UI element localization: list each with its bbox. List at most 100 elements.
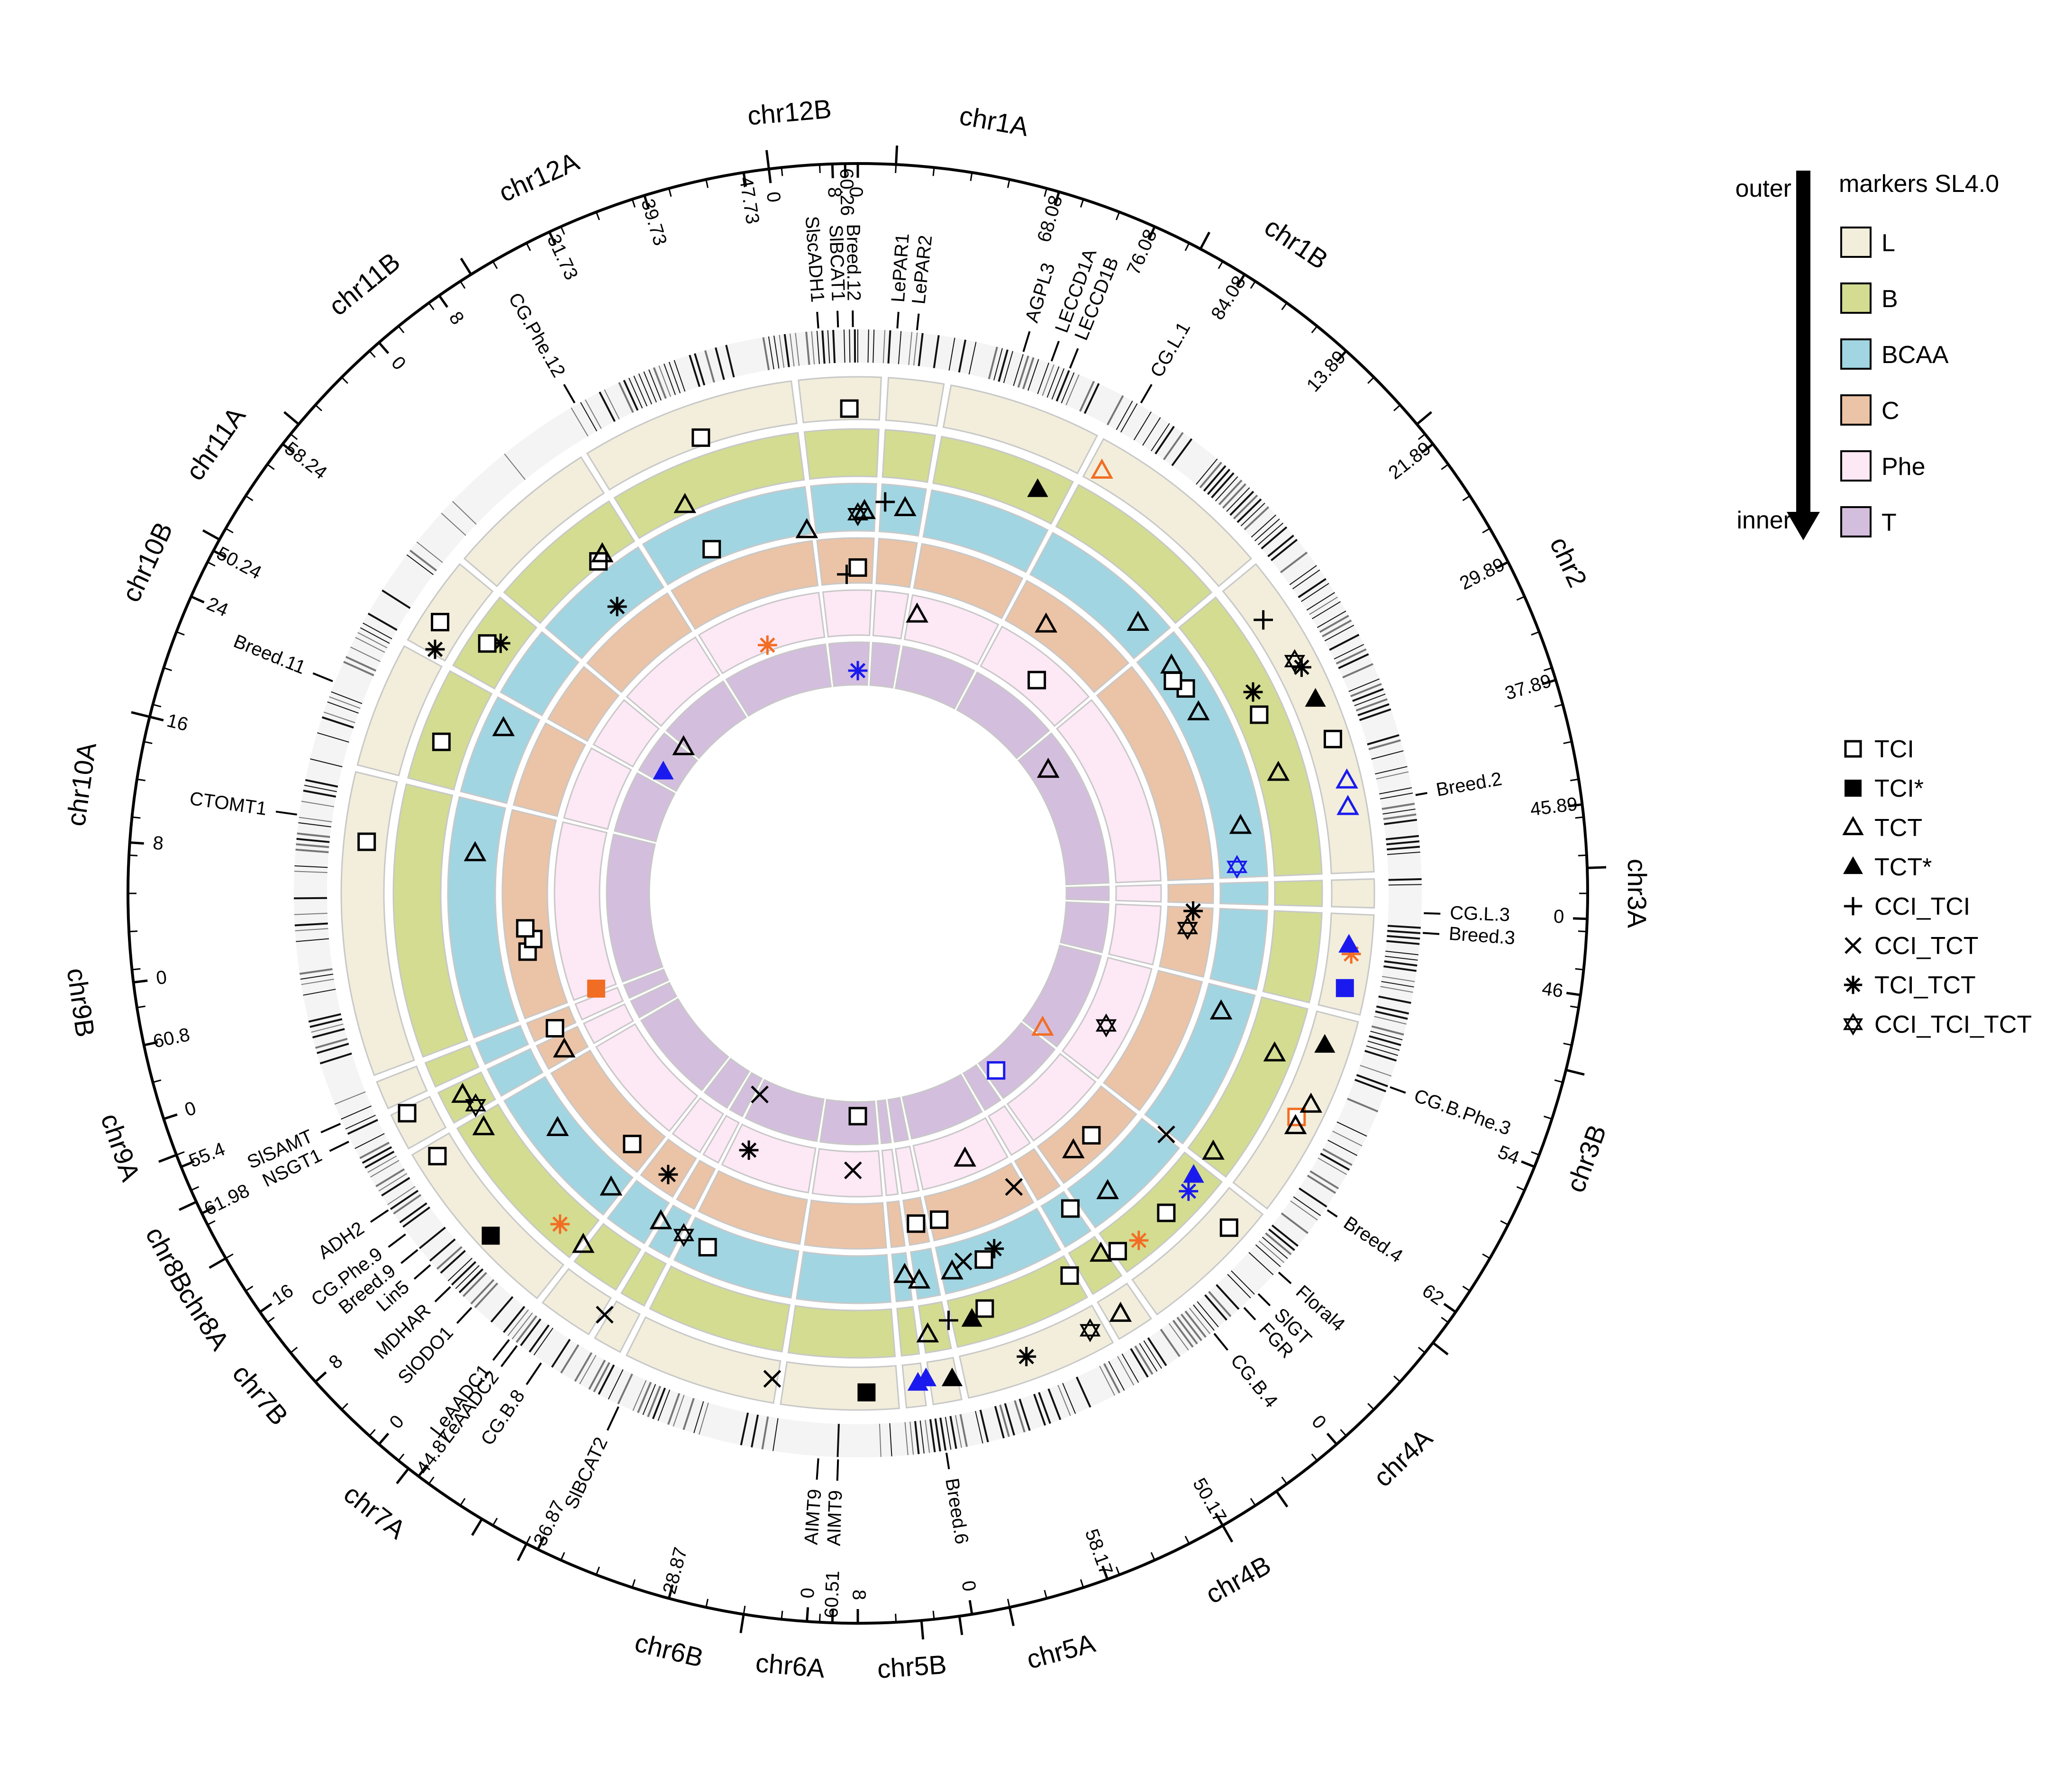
tick-label: 68.08	[1034, 193, 1067, 244]
density-line	[1075, 1376, 1091, 1408]
chromosome-boundary	[1565, 1069, 1585, 1076]
minor-tick	[1367, 376, 1375, 384]
density-line	[533, 1328, 554, 1355]
tick-label: 0	[763, 191, 784, 203]
track-L-segment	[463, 456, 605, 587]
track-B-segment	[882, 429, 936, 483]
marker-square	[357, 832, 376, 851]
gene-label: CG.L.1	[1146, 318, 1194, 381]
axis-tick	[438, 295, 448, 308]
legend-swatch-B	[1840, 282, 1872, 314]
track-BCAA-segment	[1219, 881, 1269, 906]
track-B-segment	[1055, 483, 1213, 624]
track-C-segment	[1096, 665, 1214, 882]
tick-label: 0	[846, 187, 867, 197]
chromosome-boundary	[739, 1614, 745, 1633]
marker-triangle-filled	[1314, 1034, 1336, 1053]
density-line	[1329, 634, 1360, 651]
density-line	[1384, 960, 1418, 967]
density-line	[305, 779, 338, 788]
density-line	[1216, 1284, 1240, 1310]
density-line	[1261, 526, 1288, 550]
track-B-segment	[932, 436, 1074, 525]
track-BCAA-segment	[475, 1025, 529, 1065]
density-line	[367, 612, 398, 631]
density-line	[321, 716, 354, 729]
density-line	[1388, 878, 1422, 881]
density-line	[1154, 426, 1175, 455]
minor-tick	[1482, 528, 1491, 534]
track-BCAA-segment	[1029, 532, 1171, 660]
density-line	[1366, 1045, 1399, 1056]
chromosome-label: chr3B	[1560, 1121, 1612, 1196]
density-line	[452, 500, 477, 525]
density-line	[652, 1387, 666, 1419]
density-line	[447, 1257, 473, 1282]
density-line	[1370, 1030, 1403, 1040]
track-L-segment	[798, 376, 882, 424]
marker-triangle	[954, 1146, 976, 1167]
minor-tick	[459, 281, 466, 289]
density-line	[994, 1406, 1005, 1438]
density-line	[458, 1268, 484, 1293]
density-line	[1387, 935, 1420, 940]
marker-triangle	[906, 602, 928, 623]
density-line	[343, 661, 374, 676]
density-line	[1380, 986, 1413, 993]
density-line	[879, 1424, 882, 1457]
density-line	[1376, 771, 1409, 780]
track-C-segment	[586, 592, 693, 693]
density-line	[1236, 498, 1262, 523]
gene-leader-line	[945, 1452, 950, 1470]
density-line	[934, 1418, 941, 1452]
density-line	[1271, 1224, 1299, 1247]
axis-tick	[831, 164, 834, 179]
minor-tick	[1150, 1552, 1155, 1561]
minor-tick	[1281, 302, 1288, 310]
axis-tick	[1443, 1303, 1456, 1313]
track-B-segment	[1178, 596, 1323, 877]
track-T-segment	[703, 1057, 750, 1109]
density-line	[1017, 355, 1029, 388]
track-Phe-segment	[912, 1117, 1009, 1191]
track-T-segment	[623, 968, 669, 999]
tick-label: 8	[445, 308, 468, 328]
marker-triangle	[451, 1082, 474, 1103]
density-line	[1382, 802, 1415, 810]
density-line	[779, 335, 785, 368]
density-line	[593, 1362, 610, 1392]
marker-star	[1017, 1346, 1036, 1366]
gene-leader-line	[413, 1264, 431, 1280]
minor-tick	[1340, 350, 1347, 358]
density-line	[811, 331, 815, 364]
gene-label: AGPL3	[1021, 261, 1059, 325]
legend-swatch-BCAA	[1840, 338, 1872, 370]
track-C-segment	[512, 722, 586, 817]
marker-cross	[596, 1306, 614, 1324]
marker-triangle	[1300, 1092, 1322, 1113]
marker-triangle	[1336, 768, 1358, 789]
density-line	[1193, 1304, 1215, 1331]
marker-triangle	[591, 542, 614, 563]
track-B-segment	[620, 1251, 667, 1307]
density-line	[1262, 1237, 1288, 1259]
chromosome-label: chr2	[1544, 532, 1593, 591]
tick-label: 24	[204, 593, 232, 621]
marker-triangle-filled	[1305, 688, 1326, 707]
density-line	[317, 1043, 349, 1054]
marker-square	[702, 540, 721, 559]
minor-tick	[1482, 1253, 1491, 1259]
gene-label: AIMT9	[823, 1490, 846, 1546]
density-line	[1267, 535, 1294, 557]
density-line	[1208, 1291, 1232, 1317]
legend-swatch-Phe	[1840, 450, 1872, 482]
density-line	[1061, 372, 1075, 404]
density-line	[462, 1272, 487, 1297]
marker-star	[1179, 1181, 1199, 1201]
minor-tick	[492, 261, 498, 269]
density-line	[1385, 835, 1419, 840]
density-line	[1139, 1343, 1158, 1372]
chromosome-boundary	[1416, 411, 1432, 426]
minor-tick	[398, 1453, 405, 1461]
track-B-segment	[803, 428, 880, 480]
